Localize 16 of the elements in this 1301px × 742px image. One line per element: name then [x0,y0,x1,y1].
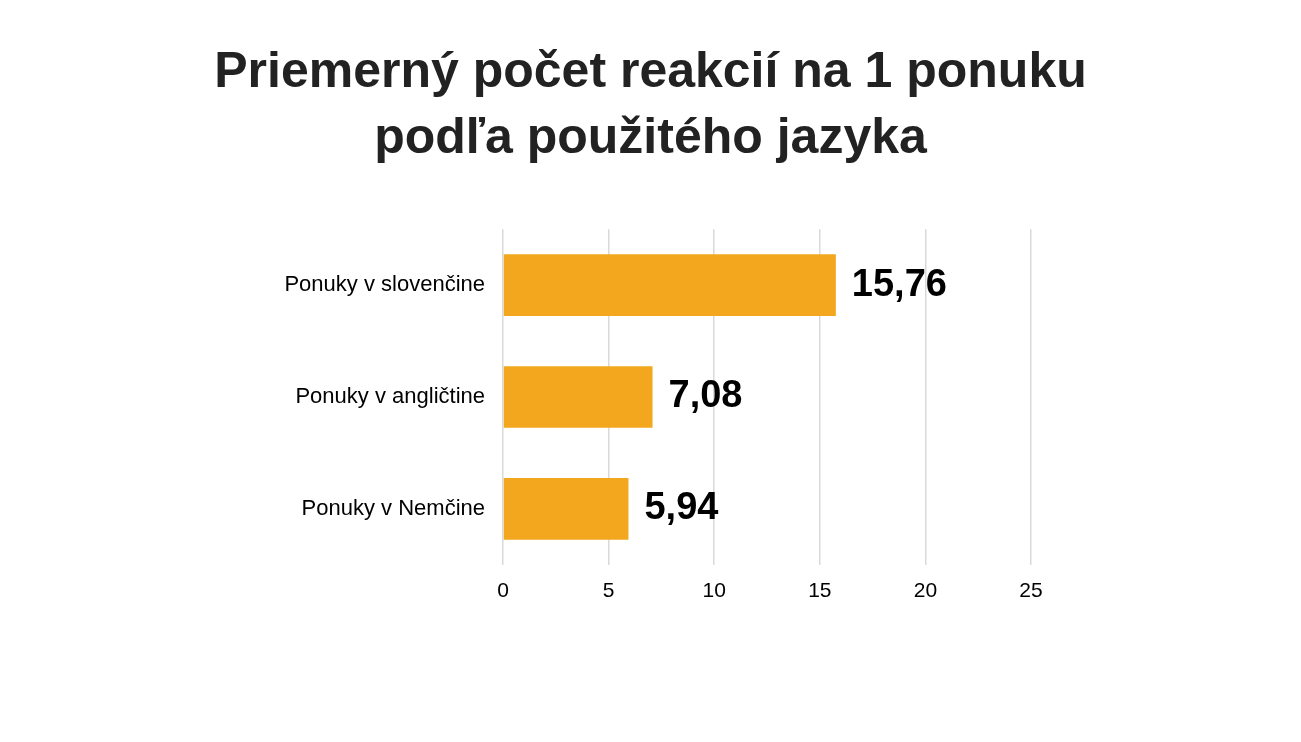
data-label: 5,94 [644,485,719,528]
y-tick-label: Ponuky v slovenčine [284,271,485,297]
x-tick-label: 10 [702,578,726,602]
x-tick-label: 20 [913,578,938,602]
y-tick-label: Ponuky v angličtine [295,383,485,409]
x-tick-label: 5 [602,578,615,602]
x-tick-label: 0 [497,578,509,602]
data-label: 15,76 [851,261,947,304]
x-tick-label: 25 [1019,578,1043,602]
bar [503,366,653,428]
bar [503,478,629,540]
bar [503,254,836,316]
y-tick-label: Ponuky v Nemčine [301,494,485,520]
chart-title: Priemerný počet reakcií na 1 ponuku podľa použitého jazyka [213,41,1088,166]
x-tick-label: 15 [808,578,832,602]
data-label: 7,08 [668,373,743,416]
